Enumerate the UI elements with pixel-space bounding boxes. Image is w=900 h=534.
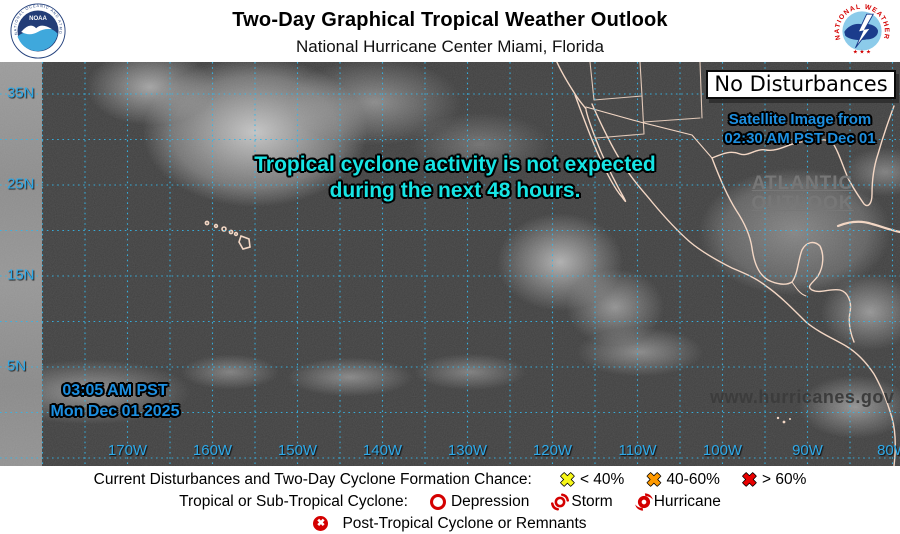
satellite-timestamp-note: Satellite Image from 02:30 AM PST Dec 01 — [700, 110, 900, 148]
issue-date: Mon Dec 01 2025 — [50, 403, 180, 420]
lat-label-35n: 35N — [7, 84, 35, 102]
legend-item-hurricane: Hurricane — [634, 492, 721, 511]
legend-row-cyclone-types: Tropical or Sub-Tropical Cyclone: Depres… — [0, 491, 900, 512]
legend-item-medium-chance: ✖ 40-60% — [646, 471, 720, 489]
post-tropical-icon: ✖ — [313, 516, 329, 531]
legend: Current Disturbances and Two-Day Cyclone… — [0, 466, 900, 533]
lat-label-25n: 25N — [7, 175, 35, 193]
low-chance-x-icon: ✖ — [559, 469, 575, 490]
legend-item-depression: Depression — [429, 492, 530, 511]
post-tropical-label: Post-Tropical Cyclone or Remnants — [342, 514, 587, 532]
depression-icon — [429, 493, 446, 510]
tropical-outlook-map[interactable]: 35N 25N 15N 5N 170W 160W 150W 140W 130W … — [0, 62, 900, 466]
outlook-message: Tropical cyclone activity is not expecte… — [90, 152, 820, 204]
medium-chance-x-icon: ✖ — [646, 469, 662, 490]
satellite-note-line2: 02:30 AM PST Dec 01 — [724, 130, 876, 147]
atlantic-outlook-link[interactable]: ATLANTIC OUTLOOK — [745, 174, 860, 214]
lon-label-90w: 90W — [792, 442, 823, 459]
storm-label: Storm — [571, 492, 613, 510]
outlook-message-line1: Tropical cyclone activity is not expecte… — [254, 153, 656, 176]
hurricane-label: Hurricane — [653, 492, 721, 510]
lon-label-120w: 120W — [532, 442, 573, 459]
medium-chance-label: 40-60% — [666, 470, 720, 488]
depression-label: Depression — [450, 492, 530, 510]
legend-row-formation-chance: Current Disturbances and Two-Day Cyclone… — [0, 469, 900, 490]
legend-item-high-chance: ✖ > 60% — [742, 471, 806, 489]
page-title: Two-Day Graphical Tropical Weather Outlo… — [232, 9, 668, 31]
outlook-message-line2: during the next 48 hours. — [329, 179, 581, 202]
nws-logo[interactable]: NATIONAL WEATHER SERVICE ★ ★ ★ — [831, 0, 890, 64]
noaa-logo-icon: NATIONAL OCEANIC AND ATMOSPHERIC ADMIN. … — [8, 0, 66, 59]
lat-label-5n: 5N — [7, 357, 27, 375]
atlantic-link-line2: OUTLOOK — [751, 193, 854, 214]
lon-label-100w: 100W — [702, 442, 743, 459]
noaa-logo[interactable]: NATIONAL OCEANIC AND ATMOSPHERIC ADMIN. … — [8, 0, 66, 64]
legend-chance-label: Current Disturbances and Two-Day Cyclone… — [93, 470, 532, 488]
nws-logo-icon: NATIONAL WEATHER SERVICE ★ ★ ★ — [831, 0, 890, 59]
legend-item-storm: Storm — [551, 492, 613, 511]
storm-icon — [551, 493, 570, 510]
issue-time: 03:05 AM PST — [62, 382, 168, 399]
status-box: No Disturbances — [706, 70, 896, 99]
lon-label-130w: 130W — [447, 442, 488, 459]
legend-row-post-tropical: ✖ Post-Tropical Cyclone or Remnants — [0, 513, 900, 534]
legend-cyclone-label: Tropical or Sub-Tropical Cyclone: — [179, 492, 408, 510]
lat-label-15n: 15N — [7, 266, 35, 284]
high-chance-x-icon: ✖ — [741, 469, 757, 490]
low-chance-label: < 40% — [579, 470, 625, 488]
legend-item-low-chance: ✖ < 40% — [560, 471, 624, 489]
lon-label-110w: 110W — [618, 442, 657, 459]
lon-label-160w: 160W — [192, 442, 233, 459]
page-subtitle: National Hurricane Center Miami, Florida — [295, 37, 604, 56]
noaa-logo-text: NOAA — [29, 16, 47, 22]
hurricane-icon — [634, 492, 653, 511]
svg-text:★ ★ ★: ★ ★ ★ — [853, 48, 871, 55]
lon-label-170w: 170W — [107, 442, 148, 459]
lon-label-140w: 140W — [362, 442, 403, 459]
issue-timestamp: 03:05 AM PST Mon Dec 01 2025 — [30, 380, 200, 422]
page-header: NATIONAL OCEANIC AND ATMOSPHERIC ADMIN. … — [0, 0, 900, 62]
coastline-layer — [0, 62, 900, 466]
lon-label-150w: 150W — [277, 442, 318, 459]
satellite-note-line1: Satellite Image from — [728, 111, 872, 128]
lon-label-80w: 80W — [877, 442, 900, 459]
high-chance-label: > 60% — [761, 470, 807, 488]
hurricanes-gov-watermark: www.hurricanes.gov — [710, 387, 895, 407]
atlantic-link-line1: ATLANTIC — [751, 173, 854, 194]
